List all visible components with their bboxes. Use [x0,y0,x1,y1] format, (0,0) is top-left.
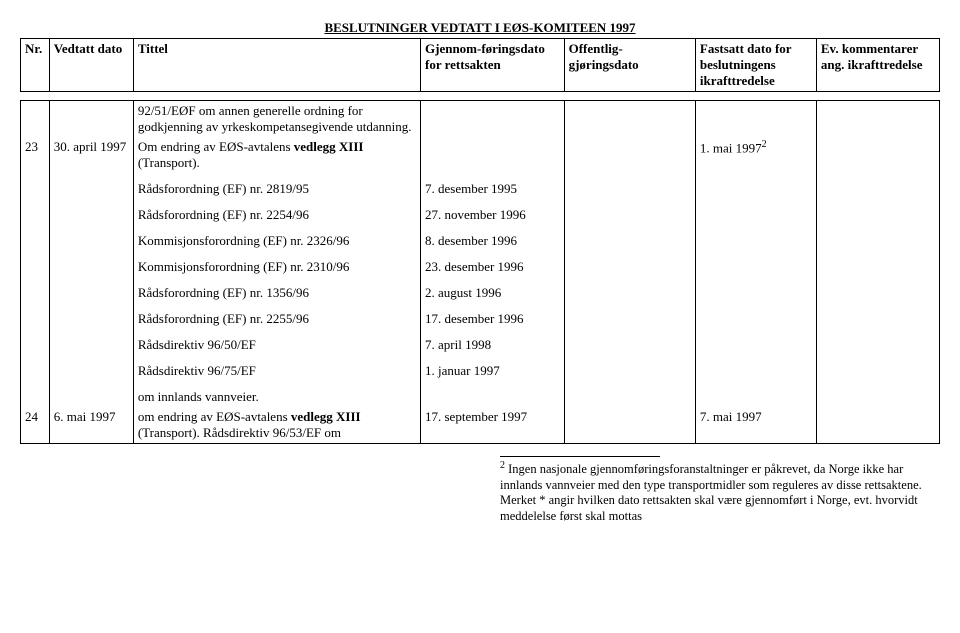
cell-komm [816,101,939,138]
sub-gdate: 1. januar 1997 [421,361,565,381]
sub-entry-row: Kommisjonsforordning (EF) nr. 2326/96 8.… [21,231,940,251]
cell-gdate [421,101,565,138]
cell-odate [564,407,695,444]
cell-nr [21,101,50,138]
cell-komm [816,407,939,444]
cell-nr: 24 [21,407,50,444]
sub-entry-row: Rådsdirektiv 96/75/EF 1. januar 1997 [21,361,940,381]
fdate-sup: 2 [762,139,767,150]
col-offentlig: Offentlig-gjøringsdato [564,39,695,92]
cell-fdate: 7. mai 1997 [695,407,816,444]
sub-gdate: 7. desember 1995 [421,179,565,199]
cell-nr: 23 [21,137,50,173]
sub-entry-row: Rådsforordning (EF) nr. 2819/95 7. desem… [21,179,940,199]
body-table: 92/51/EØF om annen generelle ordning for… [20,100,940,444]
cell-tittel: 92/51/EØF om annen generelle ordning for… [133,101,420,138]
col-tittel: Tittel [133,39,420,92]
table-row: 24 6. mai 1997 om endring av EØS-avtalen… [21,407,940,444]
table-row: 92/51/EØF om annen generelle ordning for… [21,101,940,138]
cell-gdate: 17. september 1997 [421,407,565,444]
col-kommentar: Ev. kommentarer ang. ikrafttredelse [816,39,939,92]
sub-entry-row: Rådsforordning (EF) nr. 2254/96 27. nove… [21,205,940,225]
cell-tittel: om endring av EØS-avtalens vedlegg XIII … [133,407,420,444]
footnote-rule [500,456,660,457]
sub-tittel: Kommisjonsforordning (EF) nr. 2326/96 [133,231,420,251]
footnote-body-1: Ingen nasjonale gjennomføringsforanstalt… [500,462,922,492]
sub-tittel: Rådsforordning (EF) nr. 2255/96 [133,309,420,329]
cell-vedtatt: 30. april 1997 [49,137,133,173]
col-gjennom: Gjennom-føringsdato for rettsakten [421,39,565,92]
sub-tittel: Rådsforordning (EF) nr. 2254/96 [133,205,420,225]
cell-tittel: om innlands vannveier. [133,387,420,407]
sub-tittel: Rådsforordning (EF) nr. 1356/96 [133,283,420,303]
sub-gdate: 23. desember 1996 [421,257,565,277]
sub-gdate: 2. august 1996 [421,283,565,303]
footnote-block: 2 Ingen nasjonale gjennomføringsforansta… [500,456,940,525]
table-row: 23 30. april 1997 Om endring av EØS-avta… [21,137,940,173]
cell-gdate [421,137,565,173]
sub-entry-row: Rådsforordning (EF) nr. 1356/96 2. augus… [21,283,940,303]
sub-gdate: 27. november 1996 [421,205,565,225]
col-nr: Nr. [21,39,50,92]
fdate-text: 1. mai 1997 [700,140,762,155]
tittel-bold: vedlegg XIII [294,139,364,154]
tittel-bold: vedlegg XIII [291,409,361,424]
sub-gdate: 8. desember 1996 [421,231,565,251]
col-vedtatt: Vedtatt dato [49,39,133,92]
footnote-text-1: 2 Ingen nasjonale gjennomføringsforansta… [500,460,940,493]
sub-entry-row: Rådsdirektiv 96/50/EF 7. april 1998 [21,335,940,355]
sub-gdate: 17. desember 1996 [421,309,565,329]
cell-vedtatt: 6. mai 1997 [49,407,133,444]
table-row: om innlands vannveier. [21,387,940,407]
cell-komm [816,137,939,173]
sub-tittel: Rådsforordning (EF) nr. 2819/95 [133,179,420,199]
cell-fdate: 1. mai 19972 [695,137,816,173]
tittel-post: (Transport). [138,155,200,170]
tittel-pre: om endring av EØS-avtalens [138,409,291,424]
cell-fdate [695,101,816,138]
sub-tittel: Rådsdirektiv 96/75/EF [133,361,420,381]
column-header-row: Nr. Vedtatt dato Tittel Gjennom-føringsd… [21,39,940,92]
cell-odate [564,101,695,138]
cell-vedtatt [49,101,133,138]
tittel-pre: Om endring av EØS-avtalens [138,139,294,154]
sub-tittel: Rådsdirektiv 96/50/EF [133,335,420,355]
header-table: Nr. Vedtatt dato Tittel Gjennom-føringsd… [20,38,940,92]
col-fastsatt: Fastsatt dato for beslutningens ikrafttr… [695,39,816,92]
sub-entry-row: Kommisjonsforordning (EF) nr. 2310/96 23… [21,257,940,277]
page-title: BESLUTNINGER VEDTATT I EØS-KOMITEEN 1997 [20,20,940,36]
footnote-text-2: Merket * angir hvilken dato rettsakten s… [500,493,940,524]
cell-odate [564,137,695,173]
tittel-post: (Transport). Rådsdirektiv 96/53/EF om [138,425,341,440]
sub-tittel: Kommisjonsforordning (EF) nr. 2310/96 [133,257,420,277]
sub-entry-row: Rådsforordning (EF) nr. 2255/96 17. dese… [21,309,940,329]
cell-tittel: Om endring av EØS-avtalens vedlegg XIII … [133,137,420,173]
sub-gdate: 7. april 1998 [421,335,565,355]
